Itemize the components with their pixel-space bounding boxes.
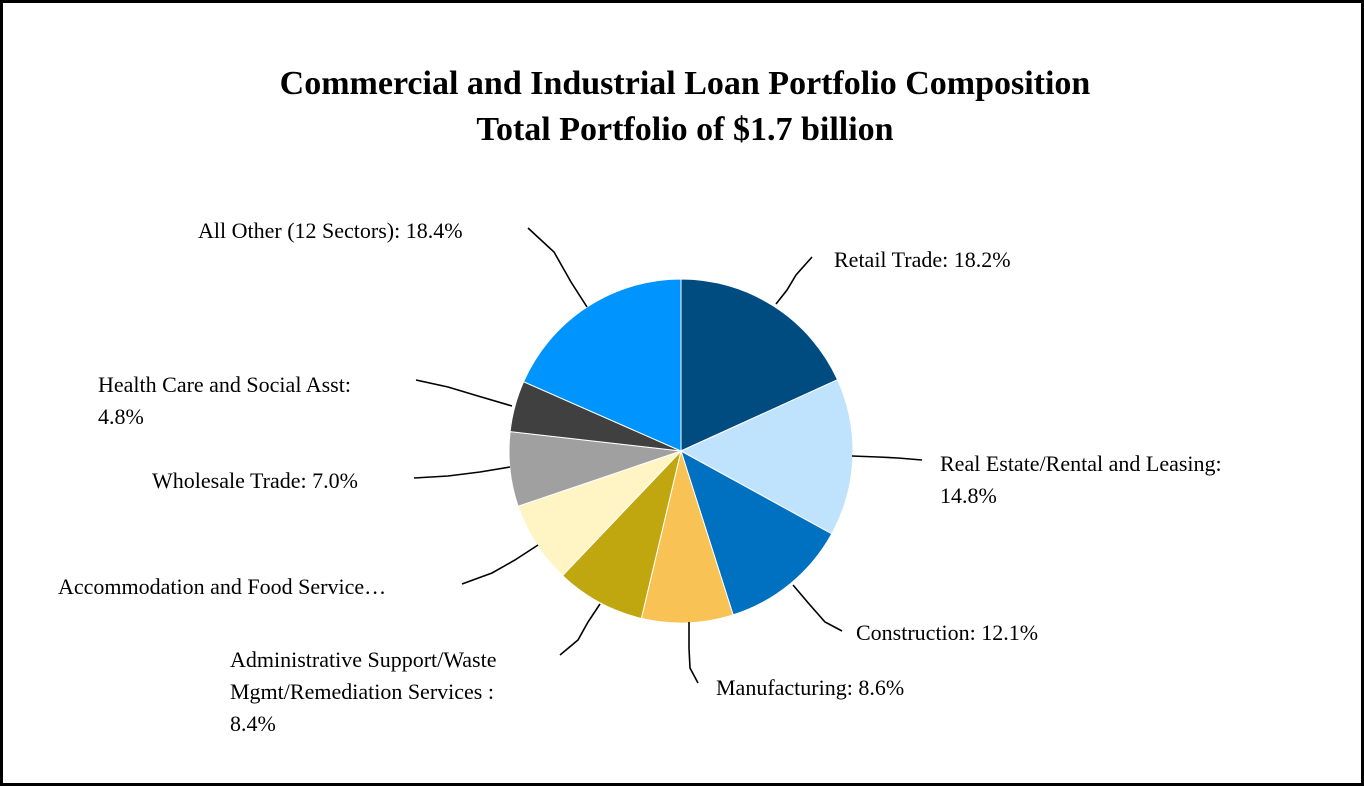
- data-label-line: Mgmt/Remediation Services :: [230, 679, 494, 704]
- data-label: Construction: 12.1%: [856, 617, 1038, 649]
- chart-title: Commercial and Industrial Loan Portfolio…: [279, 65, 1091, 102]
- pie-slice-administrative-support-waste-mgmt-remediation-services: [561, 449, 682, 619]
- leader-line: [559, 603, 601, 656]
- leader-line: [415, 379, 513, 407]
- data-label: Wholesale Trade: 7.0%: [152, 465, 358, 497]
- data-label: Retail Trade: 18.2%: [834, 244, 1011, 276]
- data-label-line: Real Estate/Rental and Leasing:: [940, 451, 1222, 476]
- pie-slice-retail-trade: [680, 278, 839, 452]
- pie-slice-real-estate-rental-and-leasing: [679, 379, 854, 535]
- data-label: Administrative Support/Waste Mgmt/Remedia…: [230, 644, 496, 740]
- leader-line: [413, 466, 511, 479]
- data-label-line: Manufacturing: 8.6%: [716, 675, 905, 700]
- pie-slice-all-other-12-sectors: [522, 278, 682, 452]
- data-label: Health Care and Social Asst: 4.8%: [98, 369, 351, 433]
- pie-slice-manufacturing: [640, 449, 734, 624]
- data-label: Manufacturing: 8.6%: [716, 672, 904, 704]
- data-label-line: 4.8%: [98, 404, 144, 429]
- leader-line: [792, 584, 843, 632]
- data-label-line: Retail Trade: 18.2%: [834, 247, 1011, 272]
- leader-line: [851, 455, 923, 461]
- pie-slice-construction: [680, 449, 833, 616]
- data-label: Accommodation and Food Service…: [58, 571, 386, 603]
- leader-line: [527, 227, 588, 308]
- chart-subtitle: Total Portfolio of $1.7 billion: [476, 111, 894, 148]
- data-label-line: Administrative Support/Waste: [230, 647, 497, 672]
- leader-line: [688, 622, 699, 684]
- data-label-line: Construction: 12.1%: [856, 620, 1039, 645]
- data-label-line: Health Care and Social Asst:: [98, 372, 351, 397]
- data-label-line: Accommodation and Food Service…: [58, 574, 387, 599]
- leader-line: [775, 256, 813, 305]
- data-label: All Other (12 Sectors): 18.4%: [198, 215, 463, 247]
- data-label-line: All Other (12 Sectors): 18.4%: [198, 218, 463, 243]
- data-label-line: 14.8%: [940, 483, 997, 508]
- data-label: Real Estate/Rental and Leasing: 14.8%: [940, 448, 1222, 512]
- data-label-line: Wholesale Trade: 7.0%: [152, 468, 358, 493]
- leader-line: [461, 544, 539, 585]
- data-label-line: 8.4%: [230, 711, 276, 736]
